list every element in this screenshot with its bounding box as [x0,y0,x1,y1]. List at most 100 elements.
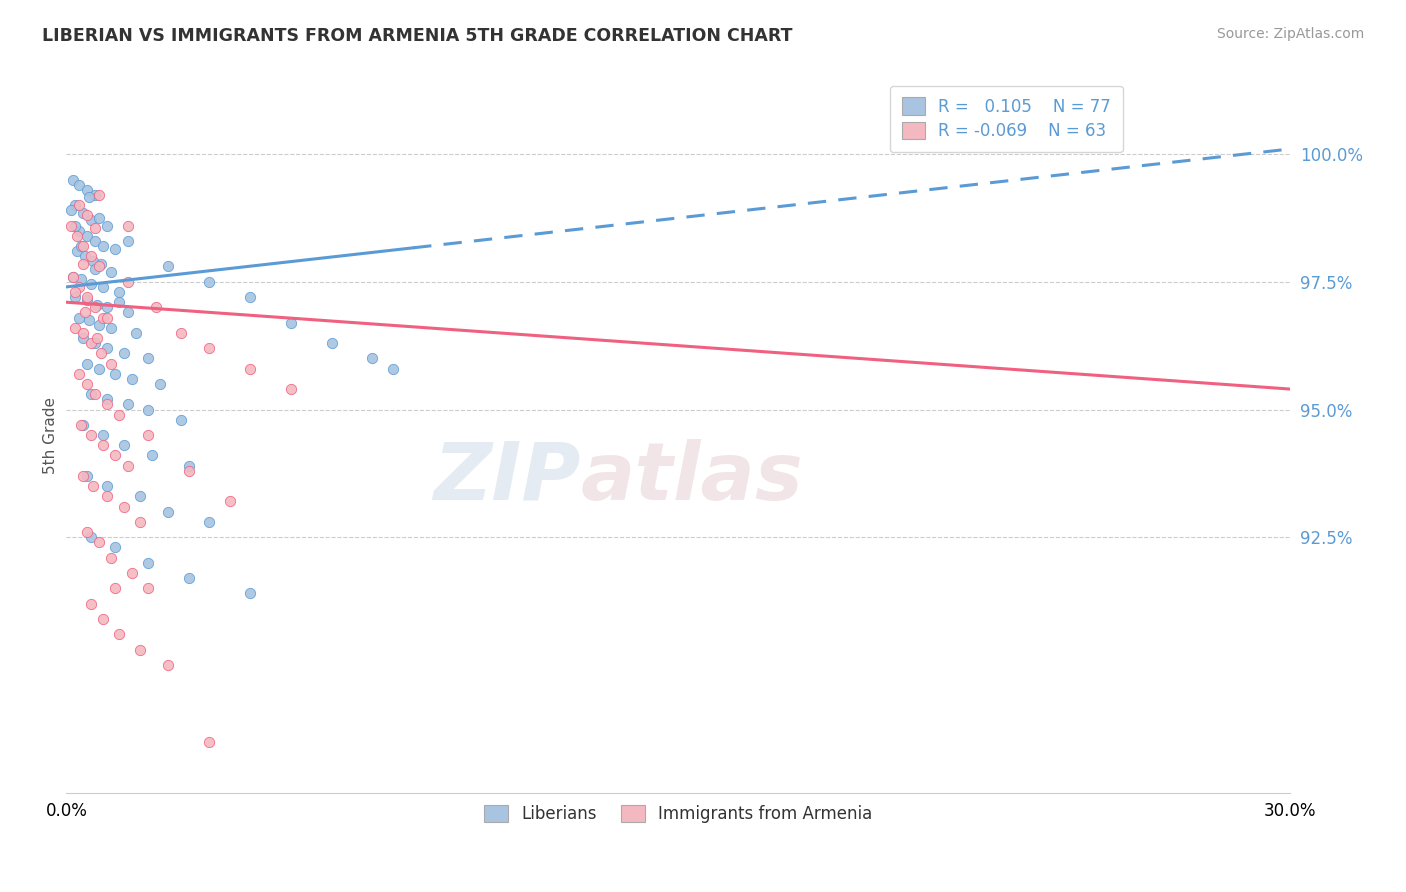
Point [84,188,107,202]
Point [104,242,127,256]
Point [108,295,131,310]
Point [96,341,118,355]
Point [108,285,131,299]
Point [91,280,114,294]
Point [76,357,98,371]
Point [157,505,180,519]
Point [108,408,131,422]
Point [157,260,180,274]
Point [121,566,143,580]
Point [63,198,86,212]
Point [76,525,98,540]
Point [72,417,94,432]
Point [108,627,131,641]
Point [91,438,114,452]
Y-axis label: 5th Grade: 5th Grade [44,397,58,474]
Point [84,387,107,401]
Text: LIBERIAN VS IMMIGRANTS FROM ARMENIA 5TH GRADE CORRELATION CHART: LIBERIAN VS IMMIGRANTS FROM ARMENIA 5TH … [42,27,793,45]
Point [239,290,262,304]
Point [84,234,107,248]
Point [67,310,90,325]
Legend: Liberians, Immigrants from Armenia: Liberians, Immigrants from Armenia [472,793,884,834]
Point [117,458,139,473]
Point [100,264,122,278]
Point [87,211,110,225]
Point [82,479,104,493]
Point [87,188,110,202]
Point [80,387,103,401]
Point [136,556,159,570]
Point [198,275,221,289]
Point [72,206,94,220]
Point [86,331,108,345]
Point [69,272,91,286]
Point [80,428,103,442]
Point [96,397,118,411]
Point [63,320,86,334]
Point [72,331,94,345]
Point [100,357,122,371]
Point [177,464,200,478]
Point [90,257,112,271]
Point [239,586,262,600]
Point [117,219,139,233]
Point [62,269,84,284]
Point [91,428,114,442]
Point [80,336,103,351]
Point [198,734,221,748]
Point [72,326,94,340]
Point [80,249,103,263]
Text: ZIP: ZIP [433,439,581,517]
Point [117,397,139,411]
Point [84,262,107,277]
Point [121,372,143,386]
Point [66,228,89,243]
Point [84,336,107,351]
Text: atlas: atlas [581,439,803,517]
Point [69,239,91,253]
Point [136,351,159,366]
Point [73,249,96,263]
Point [145,301,167,315]
Point [149,376,172,391]
Point [76,208,98,222]
Point [125,326,148,340]
Point [381,361,404,376]
Point [72,469,94,483]
Point [80,213,103,227]
Point [136,428,159,442]
Point [96,392,118,407]
Point [66,244,89,259]
Point [67,280,90,294]
Point [63,219,86,233]
Point [87,318,110,333]
Point [67,198,90,212]
Point [169,326,191,340]
Point [136,582,159,596]
Point [280,316,302,330]
Text: Source: ZipAtlas.com: Source: ZipAtlas.com [1216,27,1364,41]
Point [72,239,94,253]
Point [112,500,135,514]
Point [100,320,122,334]
Point [72,257,94,271]
Point [128,489,150,503]
Point [80,597,103,611]
Point [63,285,86,299]
Point [198,515,221,529]
Point [90,346,112,360]
Point [80,530,103,544]
Point [141,449,163,463]
Point [239,361,262,376]
Point [361,351,384,366]
Point [62,172,84,186]
Point [117,305,139,319]
Point [84,221,107,235]
Point [87,535,110,549]
Point [76,376,98,391]
Point [77,313,100,327]
Point [96,489,118,503]
Point [62,269,84,284]
Point [67,367,90,381]
Point [69,417,91,432]
